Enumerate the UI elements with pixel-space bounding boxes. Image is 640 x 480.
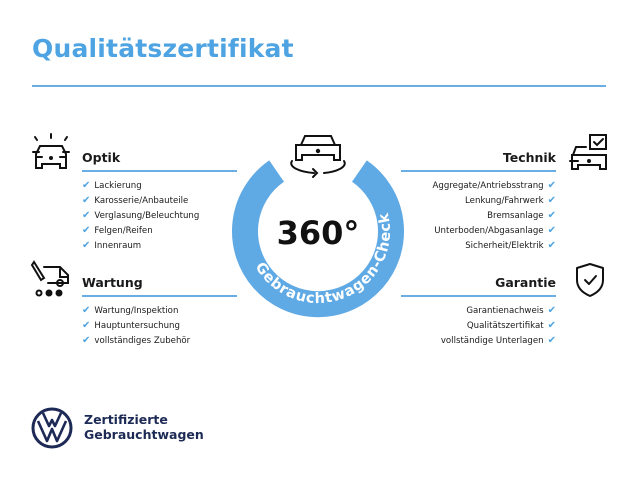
degrees-label: 360° (277, 214, 360, 252)
list-item: vollständige Unterlagen ✔ (440, 335, 556, 346)
ring-arc (232, 160, 404, 318)
section-heading: Wartung (82, 275, 143, 290)
check-icon: ✔ (82, 320, 91, 331)
section-divider (82, 170, 237, 172)
ring-text-char: k (376, 212, 394, 225)
section-wartung: Wartung ✔ Wartung/Inspektion ✔ Hauptunters… (82, 275, 237, 348)
list-item: Aggregate/Antriebsstrang ✔ (432, 180, 556, 191)
list-item: Qualitätszertifikat ✔ (466, 320, 556, 331)
shield-check-icon (576, 263, 604, 297)
list-item: Garantienachweis ✔ (466, 305, 556, 316)
ring-text-char: h (314, 291, 325, 307)
section-divider (401, 170, 556, 172)
section-heading: Garantie (495, 275, 556, 290)
service-car-icon (30, 260, 69, 297)
list-item: ✔ Hauptuntersuchung (82, 320, 180, 331)
list-item: Bremsanlage ✔ (487, 210, 556, 221)
car-checklist-icon (569, 134, 607, 170)
check-icon: ✔ (547, 305, 556, 316)
brand-line-2: Gebrauchtwagen (84, 427, 204, 442)
check-icon: ✔ (547, 225, 556, 236)
car-rotate-icon (290, 135, 346, 178)
check-icon: ✔ (82, 305, 91, 316)
ring-text-char: c (378, 223, 394, 232)
title-divider (32, 85, 606, 87)
brand-name: Zertifizierte Gebrauchtwagen (84, 412, 204, 442)
check-icon: ✔ (82, 225, 91, 236)
check-icon: ✔ (547, 210, 556, 221)
vw-logo (31, 407, 73, 449)
ring-text-char: c (305, 290, 315, 307)
car-headlights-icon (32, 133, 70, 169)
check-icon: ✔ (547, 320, 556, 331)
ring-text-char: e (377, 231, 394, 242)
section-optik: Optik ✔ Lackierung ✔ Karosserie/Anbauteile… (82, 150, 237, 253)
list-item: Lenkung/Fahrwerk ✔ (465, 195, 556, 206)
list-item: ✔ Wartung/Inspektion (82, 305, 179, 316)
list-item: Unterboden/Abgasanlage ✔ (434, 225, 556, 236)
list-item: Sicherheit/Elektrik ✔ (465, 240, 556, 251)
check-icon: ✔ (547, 180, 556, 191)
check-icon: ✔ (82, 210, 91, 221)
section-divider (401, 295, 556, 297)
section-heading: Technik (502, 150, 556, 165)
ring-text-char: u (294, 288, 308, 306)
list-item: ✔ vollständiges Zubehör (82, 335, 191, 346)
list-item: ✔ Innenraum (82, 240, 142, 251)
brand-line-1: Zertifizierte (84, 412, 168, 427)
ring-text-char: w (330, 286, 348, 305)
page-title: Qualitätszertifikat (32, 34, 294, 63)
section-divider (82, 295, 237, 297)
check-icon: ✔ (82, 180, 91, 191)
ring-text-char: t (324, 290, 333, 307)
check-icon: ✔ (547, 195, 556, 206)
section-technik: Technik Aggregate/Antriebsstrang ✔ Lenkun… (401, 150, 556, 253)
check-icon: ✔ (82, 335, 91, 346)
check-icon: ✔ (82, 195, 91, 206)
section-heading: Optik (82, 150, 121, 165)
section-garantie: Garantie Garantienachweis ✔ Qualitätszert… (401, 275, 556, 348)
ring-text-char: h (375, 240, 393, 254)
list-item: ✔ Karosserie/Anbauteile (82, 195, 189, 206)
list-item: ✔ Verglasung/Beleuchtung (82, 210, 200, 221)
list-item: ✔ Felgen/Reifen (82, 225, 153, 236)
check-icon: ✔ (547, 335, 556, 346)
list-item: ✔ Lackierung (82, 180, 142, 191)
check-icon: ✔ (547, 240, 556, 251)
check-icon: ✔ (82, 240, 91, 251)
